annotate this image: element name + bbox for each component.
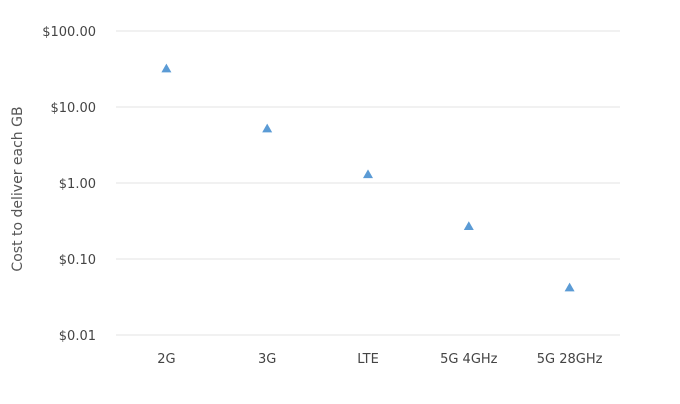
data-point-triangle bbox=[363, 169, 373, 179]
data-points bbox=[161, 63, 575, 292]
y-axis-tick-labels: $100.00 $10.00 $1.00 $0.10 $0.01 bbox=[42, 25, 96, 344]
x-tick-label: 2G bbox=[157, 352, 175, 367]
x-tick-label: LTE bbox=[357, 352, 379, 367]
y-tick-label: $0.01 bbox=[59, 329, 96, 344]
data-point-triangle bbox=[564, 282, 575, 292]
x-tick-label: 5G 28GHz bbox=[537, 352, 603, 367]
y-tick-label: $10.00 bbox=[51, 101, 97, 116]
y-axis-title: Cost to deliver each GB bbox=[10, 106, 26, 271]
data-point-triangle bbox=[161, 63, 172, 73]
y-tick-label: $1.00 bbox=[59, 177, 96, 192]
data-point-triangle bbox=[262, 123, 273, 133]
x-tick-label: 5G 4GHz bbox=[440, 352, 498, 367]
x-tick-label: 3G bbox=[258, 352, 276, 367]
gridlines bbox=[116, 30, 620, 336]
y-tick-label: $0.10 bbox=[59, 253, 96, 268]
y-tick-label: $100.00 bbox=[42, 25, 96, 40]
x-axis-tick-labels: 2G 3G LTE 5G 4GHz 5G 28GHz bbox=[157, 352, 602, 367]
data-point-triangle bbox=[463, 221, 474, 230]
